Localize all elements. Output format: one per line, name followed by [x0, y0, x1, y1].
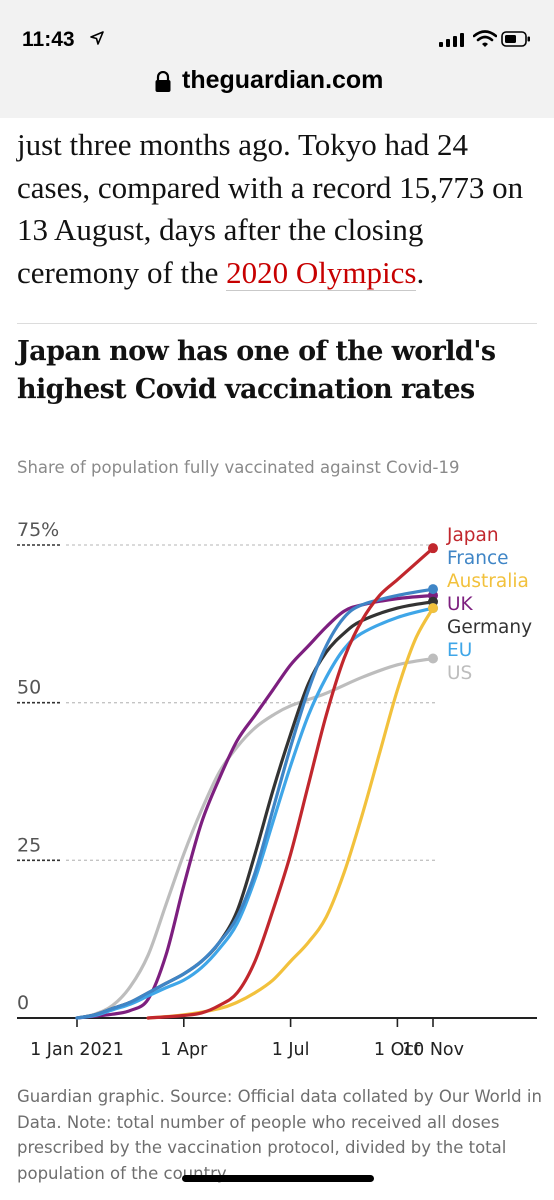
- series-line-australia: [146, 606, 435, 1020]
- series-end-dot-us: [428, 653, 438, 664]
- olympics-link[interactable]: 2020 Olympics: [226, 254, 417, 291]
- y-tick-label: 50: [17, 677, 41, 699]
- home-indicator: [182, 1175, 374, 1182]
- legend-label-uk: UK: [447, 594, 474, 615]
- legend-label-germany: Germany: [447, 617, 532, 638]
- series-end-dot-australia: [428, 603, 438, 614]
- y-tick-label: 25: [17, 834, 41, 856]
- series-line-us: [75, 656, 435, 1020]
- series-line-uk: [75, 593, 435, 1020]
- status-bar: 11:43 theguardian.com: [0, 0, 554, 118]
- x-tick-label: 1 Apr: [160, 1040, 208, 1060]
- cellular-signal-icon: [439, 33, 464, 47]
- series-line-france: [75, 587, 435, 1020]
- x-tick-label: 10 Nov: [402, 1040, 464, 1060]
- battery-icon: [501, 31, 530, 47]
- series-line-eu: [75, 606, 435, 1020]
- legend-label-eu: EU: [447, 640, 472, 661]
- y-tick-label: 0: [17, 992, 29, 1014]
- paragraph-text: just three months ago. Tokyo had 24 case…: [17, 127, 524, 290]
- wifi-icon: [473, 30, 497, 47]
- y-tick-label: 75%: [17, 519, 59, 541]
- chart-title: Japan now has one of the world's highest…: [17, 336, 496, 405]
- series-line-japan: [146, 546, 435, 1020]
- status-time: 11:43: [22, 28, 75, 51]
- legend-label-japan: Japan: [446, 525, 499, 546]
- legend-label-australia: Australia: [447, 571, 529, 592]
- location-arrow-icon: [90, 31, 104, 45]
- series-end-dot-japan: [428, 543, 438, 554]
- x-tick-label: 1 Oct: [374, 1040, 421, 1060]
- series-line-germany: [75, 600, 435, 1020]
- legend-label-france: France: [447, 548, 509, 569]
- lock-icon: [155, 71, 171, 92]
- x-tick-label: 1 Jan 2021: [30, 1040, 124, 1060]
- series-end-dot-france: [428, 584, 438, 595]
- section-divider: [17, 323, 537, 324]
- address-bar-url[interactable]: theguardian.com: [182, 66, 384, 94]
- x-tick-label: 1 Jul: [272, 1040, 310, 1060]
- legend-label-us: US: [447, 663, 472, 684]
- chart-subtitle: Share of population fully vaccinated aga…: [17, 458, 460, 477]
- chart-caption: Guardian graphic. Source: Official data …: [17, 1087, 542, 1183]
- paragraph-trailing: .: [416, 254, 425, 290]
- article-paragraph: just three months ago. Tokyo had 24 case…: [17, 124, 542, 294]
